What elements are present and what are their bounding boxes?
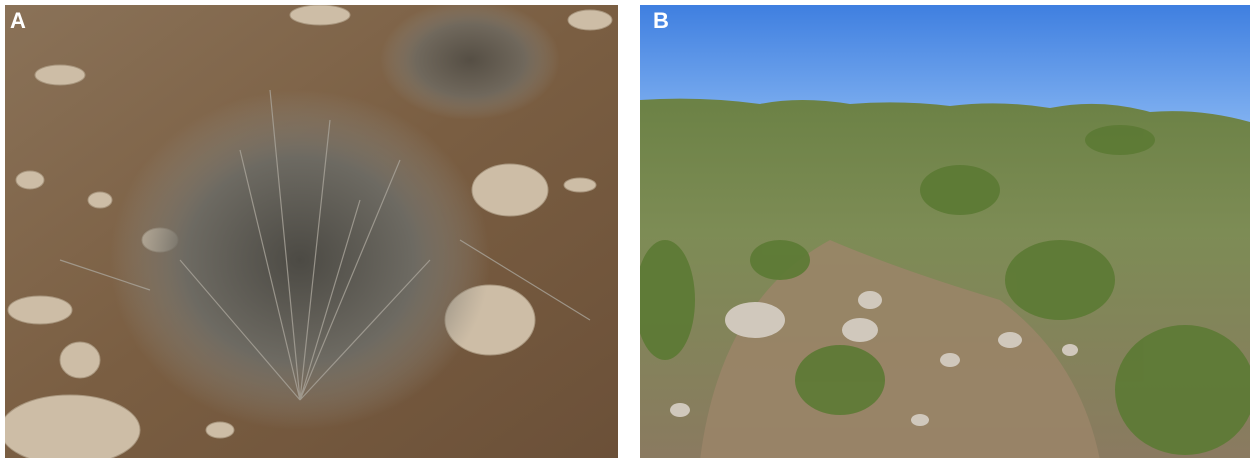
- shrub: [380, 0, 560, 120]
- panel-label: B: [653, 8, 669, 33]
- figure: A B: [0, 0, 1252, 461]
- panel-label: A: [10, 8, 26, 33]
- photo-b: [635, 5, 1252, 460]
- shrub: [110, 90, 490, 430]
- photo-a: [0, 0, 618, 461]
- page: A B (() => { const data = JSON.parse(doc…: [0, 0, 1252, 461]
